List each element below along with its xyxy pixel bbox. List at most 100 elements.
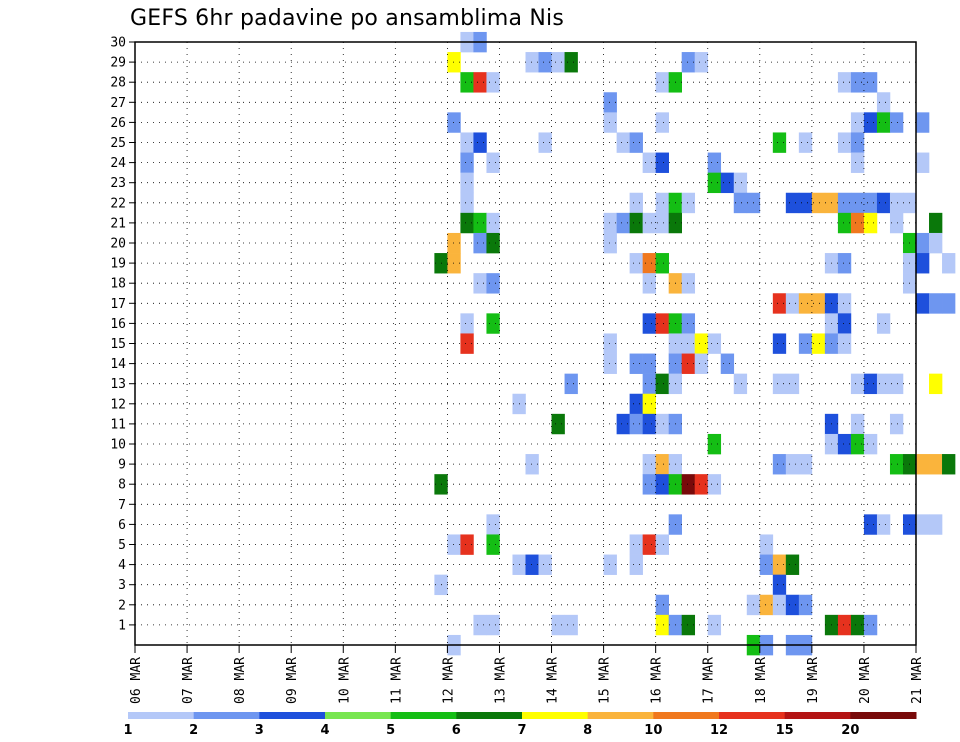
heatmap-cell — [876, 514, 891, 535]
heatmap-cell — [473, 132, 487, 153]
heatmap-cell — [525, 454, 539, 475]
heatmap-cell — [707, 433, 722, 455]
heatmap-cell — [460, 192, 474, 214]
heatmap-cell — [642, 454, 656, 475]
heatmap-cell — [681, 614, 696, 636]
heatmap-cell — [642, 152, 656, 173]
heatmap-cell — [655, 112, 669, 133]
heatmap-cell — [929, 454, 943, 475]
heatmap-cell — [785, 554, 800, 575]
heatmap-cell — [629, 534, 643, 555]
heatmap-cell — [603, 353, 617, 374]
heatmap-cell — [642, 253, 656, 274]
heatmap-cell — [564, 52, 578, 73]
x-tick-label: 13 MAR — [493, 657, 508, 704]
legend-swatch — [456, 712, 523, 719]
heatmap-cell — [837, 333, 852, 354]
heatmap-cell — [655, 192, 669, 214]
x-tick-label: 19 MAR — [806, 657, 821, 704]
y-tick-label: 4 — [118, 558, 126, 573]
heatmap-cell — [629, 353, 643, 374]
heatmap-cell — [551, 413, 565, 435]
x-tick-label: 18 MAR — [754, 657, 769, 704]
heatmap-cell — [929, 212, 943, 234]
heatmap-cell — [929, 232, 943, 254]
heatmap-cell — [759, 534, 774, 555]
heatmap-cell — [798, 293, 813, 314]
y-tick-label: 17 — [110, 297, 126, 312]
heatmap-cell — [916, 514, 930, 535]
heatmap-cell — [863, 614, 878, 636]
heatmap-cell — [720, 172, 735, 194]
heatmap-cell — [603, 333, 617, 354]
y-tick-label: 28 — [110, 76, 126, 91]
heatmap-cell — [681, 313, 696, 334]
legend-label: 12 — [710, 723, 728, 738]
y-tick-label: 15 — [110, 337, 126, 352]
legend-label: 3 — [255, 723, 264, 738]
heatmap-cell — [616, 132, 630, 153]
heatmap-cell — [655, 72, 669, 93]
heatmap-cell — [929, 293, 943, 314]
legend-label: 15 — [776, 723, 794, 738]
legend-swatch — [259, 712, 326, 719]
heatmap-cell — [798, 333, 813, 354]
heatmap-cell — [460, 172, 474, 194]
heatmap-cell — [850, 433, 865, 455]
y-tick-label: 2 — [118, 598, 126, 613]
heatmap-cell — [837, 72, 852, 93]
y-tick-label: 12 — [110, 397, 126, 412]
heatmap-cell — [850, 373, 865, 395]
x-tick-label: 07 MAR — [181, 657, 196, 704]
legend-label: 8 — [583, 723, 592, 738]
heatmap-cell — [785, 293, 800, 314]
legend-swatch — [390, 712, 457, 719]
heatmap-cell — [811, 192, 826, 214]
heatmap-cell — [655, 454, 669, 475]
heatmap-cell — [798, 192, 813, 214]
heatmap-cell — [733, 192, 748, 214]
heatmap-cell — [564, 614, 578, 636]
heatmap-cell — [798, 454, 813, 475]
heatmap-cell — [473, 273, 487, 294]
heatmap-cell — [447, 534, 461, 555]
x-tick-label: 10 MAR — [337, 657, 352, 704]
heatmap-cell — [655, 313, 669, 334]
x-tick-label: 21 MAR — [910, 657, 925, 704]
heatmap-cell — [798, 132, 813, 153]
legend-swatch — [587, 712, 654, 719]
y-tick-label: 25 — [110, 136, 126, 151]
heatmap-cell — [447, 232, 461, 254]
legend-label: 10 — [644, 723, 662, 738]
heatmap-cell — [460, 72, 474, 93]
heatmap-cell — [564, 373, 578, 395]
heatmap-cell — [916, 293, 930, 314]
heatmap-cell — [655, 413, 669, 435]
legend-label: 6 — [452, 723, 461, 738]
y-tick-label: 30 — [110, 36, 126, 51]
x-axis: 06 MAR 07 MAR 08 MAR 09 MAR 10 MAR 11 MAR 12 M… — [129, 645, 925, 704]
legend-swatch — [850, 712, 917, 719]
heatmap-cell — [850, 72, 865, 93]
heatmap-cell — [733, 172, 748, 194]
heatmap-cell — [785, 373, 800, 395]
legend-swatch — [653, 712, 720, 719]
heatmap-cell — [655, 152, 669, 173]
y-tick-label: 1 — [118, 618, 126, 633]
heatmap-cell — [642, 393, 656, 415]
heatmap-cell — [603, 92, 617, 113]
legend-swatch — [522, 712, 589, 719]
x-tick-label: 16 MAR — [650, 657, 665, 704]
heatmap-cell — [850, 212, 865, 234]
heatmap-cell — [525, 52, 539, 73]
heatmap-cell — [525, 554, 539, 575]
heatmap-cell — [916, 152, 930, 173]
heatmap-cell — [486, 152, 500, 173]
heatmap-cell — [694, 474, 709, 495]
heatmap-cell — [889, 112, 904, 133]
heatmap-cell — [916, 454, 930, 475]
heatmap-cell — [876, 112, 891, 133]
heatmap-cell — [655, 253, 669, 274]
heatmap-cell — [603, 554, 617, 575]
heatmap-cell — [473, 614, 487, 636]
